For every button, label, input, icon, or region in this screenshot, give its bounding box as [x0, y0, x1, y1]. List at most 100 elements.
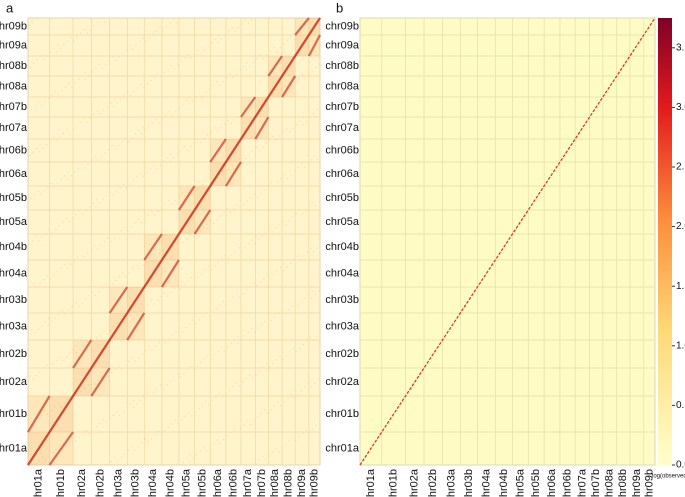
- texture: [249, 285, 251, 287]
- texture: [209, 88, 211, 90]
- texture: [291, 305, 293, 307]
- colorbar-tick-label: 0.0: [676, 460, 685, 471]
- texture: [86, 341, 88, 343]
- signal-block: [161, 234, 179, 260]
- texture: [314, 382, 316, 384]
- texture: [75, 352, 78, 354]
- texture: [243, 424, 245, 426]
- signal-block: [127, 287, 145, 313]
- texture: [233, 119, 236, 121]
- texture: [186, 149, 188, 151]
- texture: [210, 357, 212, 360]
- texture: [119, 414, 121, 416]
- signal-block: [225, 139, 241, 162]
- texture: [165, 26, 168, 28]
- texture: [265, 363, 268, 365]
- texture: [44, 410, 46, 412]
- texture: [239, 296, 241, 298]
- texture: [148, 126, 150, 128]
- texture: [219, 304, 221, 306]
- texture: [130, 314, 132, 317]
- y-tick-label: chr02b: [0, 348, 27, 360]
- texture: [283, 401, 285, 403]
- texture: [251, 377, 254, 379]
- texture: [166, 384, 168, 386]
- texture: [98, 291, 100, 293]
- texture: [242, 381, 244, 383]
- texture: [199, 141, 202, 143]
- texture: [284, 174, 286, 176]
- texture: [44, 321, 46, 323]
- texture: [106, 333, 108, 335]
- x-tick-label: chr04b: [164, 469, 176, 497]
- texture: [37, 190, 39, 192]
- texture: [130, 226, 132, 228]
- texture: [140, 310, 142, 312]
- texture: [166, 295, 169, 297]
- texture: [253, 420, 255, 422]
- texture: [280, 404, 282, 407]
- texture: [141, 126, 144, 128]
- texture: [206, 134, 209, 136]
- texture: [116, 322, 118, 324]
- texture: [153, 303, 155, 305]
- texture: [170, 153, 172, 156]
- texture: [222, 300, 224, 303]
- y-tick-label: chr03a: [325, 320, 360, 332]
- texture: [247, 111, 249, 113]
- texture: [303, 28, 305, 30]
- texture: [30, 197, 32, 199]
- texture: [302, 343, 304, 346]
- texture: [180, 149, 182, 152]
- texture: [275, 227, 277, 230]
- texture: [179, 18, 181, 20]
- texture: [258, 239, 260, 241]
- texture: [93, 25, 95, 27]
- texture: [182, 241, 184, 243]
- texture: [217, 350, 219, 352]
- texture: [176, 242, 178, 244]
- texture: [226, 215, 228, 217]
- texture: [58, 445, 61, 447]
- signal-block: [194, 210, 211, 234]
- texture: [216, 439, 218, 441]
- texture: [102, 198, 104, 200]
- texture: [196, 454, 198, 456]
- texture: [62, 132, 64, 134]
- texture: [305, 120, 308, 122]
- texture: [263, 278, 265, 280]
- signal-block: [144, 260, 162, 287]
- texture: [91, 291, 94, 293]
- texture: [237, 115, 239, 117]
- texture: [239, 69, 241, 71]
- texture: [167, 68, 169, 70]
- texture: [41, 236, 43, 238]
- texture: [202, 315, 204, 317]
- texture: [113, 99, 115, 101]
- texture: [58, 313, 60, 316]
- texture: [158, 122, 160, 124]
- texture: [301, 163, 303, 165]
- texture: [137, 445, 139, 447]
- texture: [241, 250, 243, 252]
- texture: [175, 110, 177, 113]
- texture: [248, 154, 250, 156]
- texture: [143, 395, 145, 398]
- x-tick-label: chr04b: [498, 469, 510, 497]
- signal: [27, 431, 51, 466]
- texture: [119, 98, 122, 100]
- texture: [164, 341, 167, 343]
- texture: [233, 208, 235, 210]
- texture: [255, 235, 257, 238]
- texture: [197, 49, 199, 52]
- texture: [64, 86, 66, 88]
- texture: [173, 377, 175, 379]
- texture: [37, 417, 39, 419]
- texture: [42, 58, 45, 60]
- texture: [293, 397, 295, 399]
- texture: [303, 117, 305, 119]
- texture: [141, 133, 143, 135]
- texture: [310, 159, 313, 161]
- texture: [286, 39, 288, 41]
- texture: [112, 194, 114, 196]
